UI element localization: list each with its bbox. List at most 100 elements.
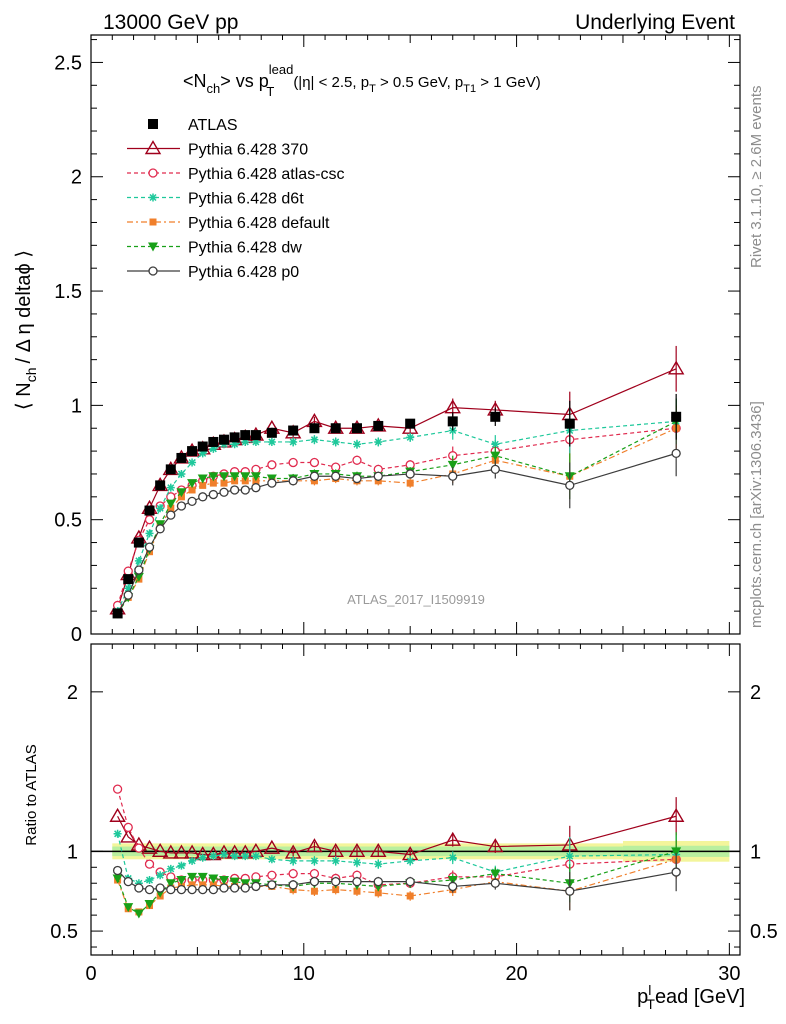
legend-item-pythia-6-428-default: Pythia 6.428 default <box>127 215 330 232</box>
data-point <box>144 542 155 552</box>
ratio-tick-label-left: 1 <box>67 841 78 863</box>
data-point <box>240 430 251 441</box>
data-point <box>176 452 187 463</box>
main-plot-frame: 0 0.5 1 1.5 2 2.5 <box>54 34 741 646</box>
ratio-point <box>209 881 217 889</box>
ratio-point <box>671 847 682 857</box>
x-axis-label-a-sub: T <box>646 996 655 1012</box>
ratio-point <box>123 903 134 913</box>
data-point <box>251 437 260 446</box>
y-axis-label-a-sub: ch <box>23 367 39 382</box>
data-point <box>198 449 207 458</box>
data-point <box>288 425 299 436</box>
ratio-tick-label-left: 2 <box>67 682 78 704</box>
ratio-point <box>229 883 240 893</box>
legend-marker <box>149 193 157 202</box>
x-axis-label-a: p <box>637 986 648 1008</box>
ratio-point <box>332 886 340 894</box>
data-point <box>251 483 261 493</box>
ratio-tick-label-right: 2 <box>750 682 761 704</box>
ratio-point <box>112 784 123 794</box>
legend-item-pythia-6-428-dw: Pythia 6.428 dw <box>127 240 302 257</box>
ratio-point <box>667 807 685 822</box>
data-point <box>230 440 239 449</box>
ratio-point <box>134 883 144 893</box>
data-point <box>187 479 198 489</box>
legend-marker <box>149 218 157 226</box>
ratio-point <box>448 853 457 862</box>
data-point <box>176 501 187 511</box>
data-point <box>288 476 298 486</box>
ratio-point <box>309 869 320 879</box>
title-cuts-b-sub: T1 <box>463 83 476 95</box>
data-point <box>165 464 176 475</box>
ratio-y-axis-label: Ratio to ATLAS <box>23 744 40 845</box>
x-tick-label: 20 <box>505 963 527 985</box>
data-point <box>208 489 219 500</box>
data-point <box>218 434 229 445</box>
x-axis-label: pl Tead [GeV] <box>637 982 745 1012</box>
x-tick-label: 10 <box>293 963 315 985</box>
mcplots-reference-label: mcplots.cern.ch [arXiv:1306.3436] <box>748 401 765 628</box>
ratio-series-pythia-6-428-p0 <box>112 852 681 911</box>
ratio-point <box>123 876 133 887</box>
ratio-point <box>198 884 208 895</box>
ratio-point <box>251 852 260 861</box>
data-point <box>309 423 320 434</box>
ratio-tick-label-right: 0.5 <box>750 921 778 943</box>
y-axis-label: ⟨ Nch / Δ η deltaϕ ⟩ <box>13 250 39 410</box>
data-point <box>187 446 198 457</box>
x-axis-label-a-sup: l <box>648 982 651 998</box>
ratio-point <box>218 876 229 886</box>
data-point <box>564 418 575 429</box>
ratio-point <box>267 880 277 890</box>
ratio-point <box>197 872 208 882</box>
legend-label: Pythia 6.428 p0 <box>188 264 299 281</box>
data-point <box>352 473 362 484</box>
x-tick-label: 0 <box>85 963 96 985</box>
main-axes-box <box>90 34 741 635</box>
data-point <box>490 411 501 422</box>
legend: ATLAS Pythia 6.428 370 Pythia 6.428 atlas-… <box>127 117 345 281</box>
ratio-point <box>490 878 500 888</box>
data-point <box>309 471 320 481</box>
data-point <box>188 458 197 467</box>
data-point <box>123 574 134 585</box>
header-left-label: 13000 GeV pp <box>103 11 238 34</box>
data-point <box>197 474 208 484</box>
data-point <box>166 483 175 492</box>
data-point <box>352 440 361 449</box>
ratio-point <box>209 852 218 861</box>
data-point <box>219 487 229 497</box>
y-tick-label: 2 <box>71 167 82 189</box>
ratio-point <box>406 856 415 865</box>
chart-title: <Nch> vs plead T(|η| < 2.5, pT > 0.5 GeV,… <box>183 62 541 99</box>
title-cuts-a: (|η| < 2.5, p <box>293 74 369 91</box>
ratio-point <box>230 852 239 861</box>
data-point <box>166 510 176 520</box>
legend-item-pythia-6-428-atlas-csc: Pythia 6.428 atlas-csc <box>127 166 345 183</box>
data-point <box>267 437 276 446</box>
data-point <box>220 479 228 487</box>
data-point <box>198 492 208 502</box>
title-main: <N <box>183 71 207 91</box>
data-point <box>176 488 187 498</box>
ratio-point <box>113 829 122 838</box>
data-point <box>373 471 383 481</box>
ratio-point <box>144 859 155 869</box>
data-point <box>447 416 458 427</box>
ratio-point <box>144 884 155 895</box>
data-point <box>187 496 197 507</box>
ratio-point <box>162 844 180 859</box>
data-point <box>229 432 240 443</box>
data-point <box>565 480 575 491</box>
ratio-point <box>165 879 176 889</box>
data-point <box>229 472 240 482</box>
ratio-point <box>176 876 187 886</box>
y-axis-label-b: / Δ η deltaϕ ⟩ <box>13 250 35 364</box>
ratio-point <box>310 856 319 865</box>
ratio-point <box>490 869 501 879</box>
data-point <box>671 448 681 459</box>
y-tick-label: 0.5 <box>54 510 82 532</box>
